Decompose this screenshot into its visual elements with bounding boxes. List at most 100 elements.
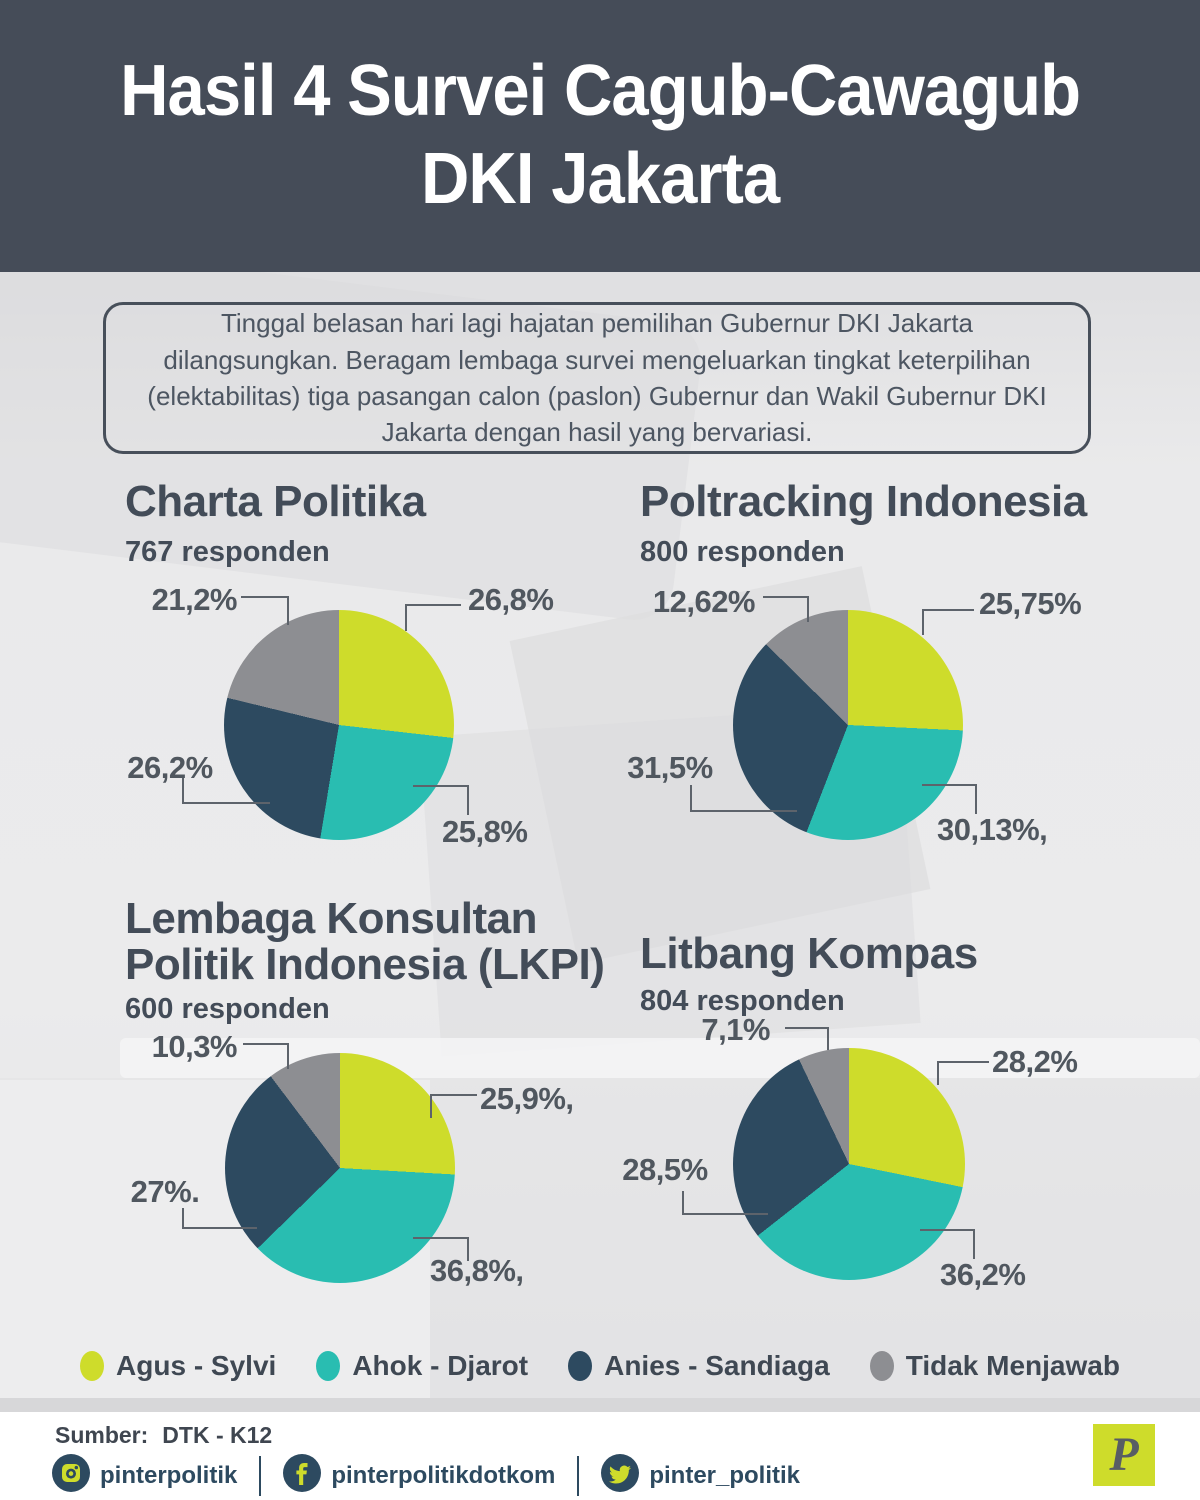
leader-line (690, 785, 692, 812)
pie-chart-charta (224, 610, 454, 840)
facebook-icon (283, 1454, 322, 1497)
leader-line (182, 778, 184, 804)
chart-title: Poltracking Indonesia (640, 477, 1087, 526)
pie-label-ahok: 25,8% (442, 814, 528, 849)
facebook-handle[interactable]: pinterpolitikdotkom (331, 1461, 556, 1489)
legend-dot-tidak (869, 1351, 894, 1381)
pie-label-anies: 26,2% (127, 750, 213, 785)
page-title: Hasil 4 Survei Cagub-Cawagub DKI Jakarta (120, 48, 1081, 224)
leader-line (785, 1027, 829, 1029)
pinterpolitik-logo: P (1093, 1424, 1155, 1486)
source-line: Sumber: DTK - K12 (55, 1422, 272, 1449)
source-value: DTK - K12 (162, 1422, 273, 1448)
chart-title-line2: Politik Indonesia (LKPI) (125, 940, 605, 989)
legend-label-agus: Agus - Sylvi (116, 1350, 277, 1381)
leader-line (922, 784, 977, 786)
pie-label-ahok: 36,2% (940, 1257, 1026, 1292)
pie-label-anies: 28,5% (622, 1152, 708, 1187)
pie-label-tidak: 21,2% (151, 582, 238, 617)
pie-label-agus: 26,8% (468, 582, 554, 617)
pie-label-tidak: 7,1% (701, 1012, 770, 1047)
leader-line (973, 1229, 975, 1259)
chart-responden: 600 responden (125, 993, 330, 1025)
twitter-handle[interactable]: pinter_politik (649, 1461, 801, 1489)
chart-lkpi: Lembaga Konsultan Politik Indonesia (LKP… (100, 895, 635, 1320)
pie-chart-lkpi (225, 1053, 455, 1283)
leader-line (405, 604, 407, 631)
social-row: pinterpolitik pinterpolitikdotkom (52, 1454, 800, 1497)
leader-line (827, 1027, 829, 1050)
leader-line (763, 596, 809, 598)
pie-label-agus: 25,9%, (480, 1081, 574, 1116)
chart-title: Litbang Kompas (640, 929, 978, 978)
legend-item-agus: Agus - Sylvi (80, 1350, 276, 1382)
leader-line (467, 1237, 469, 1261)
legend-dot-agus (80, 1351, 105, 1381)
legend-item-anies: Anies - Sandiaga (568, 1350, 830, 1382)
leader-line (922, 609, 974, 611)
leader-line (287, 1043, 289, 1069)
page-title-line2: DKI Jakarta (420, 139, 780, 219)
watermark-bottom-band (0, 1398, 1200, 1412)
chart-title-line1: Lembaga Konsultan (125, 894, 538, 943)
leader-line (922, 609, 924, 635)
logo-letter: P (1109, 1428, 1139, 1481)
pie-label-ahok: 36,8%, (430, 1253, 524, 1288)
leader-line (287, 596, 289, 625)
legend-item-ahok: Ahok - Djarot (316, 1350, 528, 1382)
pie-chart-kompas (733, 1048, 965, 1280)
leader-line (413, 785, 469, 787)
leader-line (430, 1094, 432, 1118)
divider (577, 1455, 580, 1496)
header: Hasil 4 Survei Cagub-Cawagub DKI Jakarta (0, 0, 1200, 272)
pie-label-tidak: 10,3% (151, 1029, 238, 1064)
leader-line (467, 785, 469, 815)
leader-line (241, 596, 289, 598)
legend-dot-anies (568, 1351, 593, 1381)
pie-chart-poltracking (733, 610, 963, 840)
legend-label-tidak: Tidak Menjawab (905, 1350, 1120, 1381)
instagram-icon (52, 1454, 90, 1497)
chart-charta-politika: Charta Politika 767 responden 26,8% 25,8… (100, 478, 610, 890)
legend-label-anies: Anies - Sandiaga (604, 1350, 830, 1381)
leader-line (920, 1229, 975, 1231)
pie-label-anies: 27%. (130, 1174, 200, 1209)
leader-line (682, 1213, 768, 1215)
leader-line (182, 1227, 257, 1229)
leader-line (413, 1237, 469, 1239)
leader-line (182, 1208, 184, 1229)
legend-label-ahok: Ahok - Djarot (352, 1350, 529, 1381)
chart-responden: 767 responden (125, 536, 330, 568)
intro-box: Tinggal belasan hari lagi hajatan pemili… (103, 302, 1091, 454)
leader-line (243, 1043, 289, 1045)
legend: Agus - Sylvi Ahok - Djarot Anies - Sandi… (0, 1350, 1200, 1382)
instagram-handle[interactable]: pinterpolitik (100, 1461, 238, 1489)
chart-litbang-kompas: Litbang Kompas 804 responden 28,2% 36,2%… (615, 930, 1150, 1330)
page-title-line1: Hasil 4 Survei Cagub-Cawagub (120, 51, 1081, 132)
source-label: Sumber: (55, 1422, 149, 1448)
pie-label-tidak: 12,62% (652, 584, 756, 619)
footer: Sumber: DTK - K12 pinterpolitik (0, 1412, 1200, 1500)
facebook-link[interactable]: pinterpolitikdotkom (283, 1454, 555, 1497)
leader-line (682, 1191, 684, 1215)
instagram-link[interactable]: pinterpolitik (52, 1454, 237, 1497)
pie-label-agus: 25,75% (979, 586, 1082, 621)
pie-label-ahok: 30,13%, (937, 812, 1048, 847)
leader-line (937, 1061, 989, 1063)
legend-item-tidak: Tidak Menjawab (869, 1350, 1120, 1382)
leader-line (975, 784, 977, 814)
leader-line (430, 1094, 477, 1096)
chart-responden: 804 responden (640, 985, 845, 1017)
divider (259, 1455, 262, 1496)
leader-line (182, 802, 270, 804)
chart-poltracking: Poltracking Indonesia 800 responden 25,7… (615, 478, 1140, 890)
leader-line (937, 1061, 939, 1085)
leader-line (405, 604, 461, 606)
twitter-icon (601, 1454, 640, 1497)
legend-dot-ahok (316, 1351, 341, 1381)
leader-line (690, 810, 797, 812)
intro-text: Tinggal belasan hari lagi hajatan pemili… (147, 308, 1047, 448)
pie-label-anies: 31,5% (627, 750, 713, 785)
twitter-link[interactable]: pinter_politik (601, 1454, 800, 1497)
